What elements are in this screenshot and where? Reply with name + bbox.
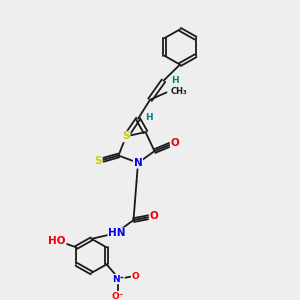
Text: HO: HO (48, 236, 66, 247)
Text: H: H (171, 76, 179, 85)
Text: H: H (146, 113, 153, 122)
Text: N: N (134, 158, 142, 168)
Text: CH₃: CH₃ (171, 87, 188, 96)
Text: O: O (131, 272, 139, 280)
Text: HN: HN (108, 228, 126, 238)
Text: O: O (170, 138, 179, 148)
Text: O⁻: O⁻ (112, 292, 124, 300)
Text: O: O (149, 211, 158, 221)
Text: S: S (94, 156, 102, 167)
Text: S: S (122, 131, 130, 141)
Text: N⁺: N⁺ (112, 274, 124, 284)
